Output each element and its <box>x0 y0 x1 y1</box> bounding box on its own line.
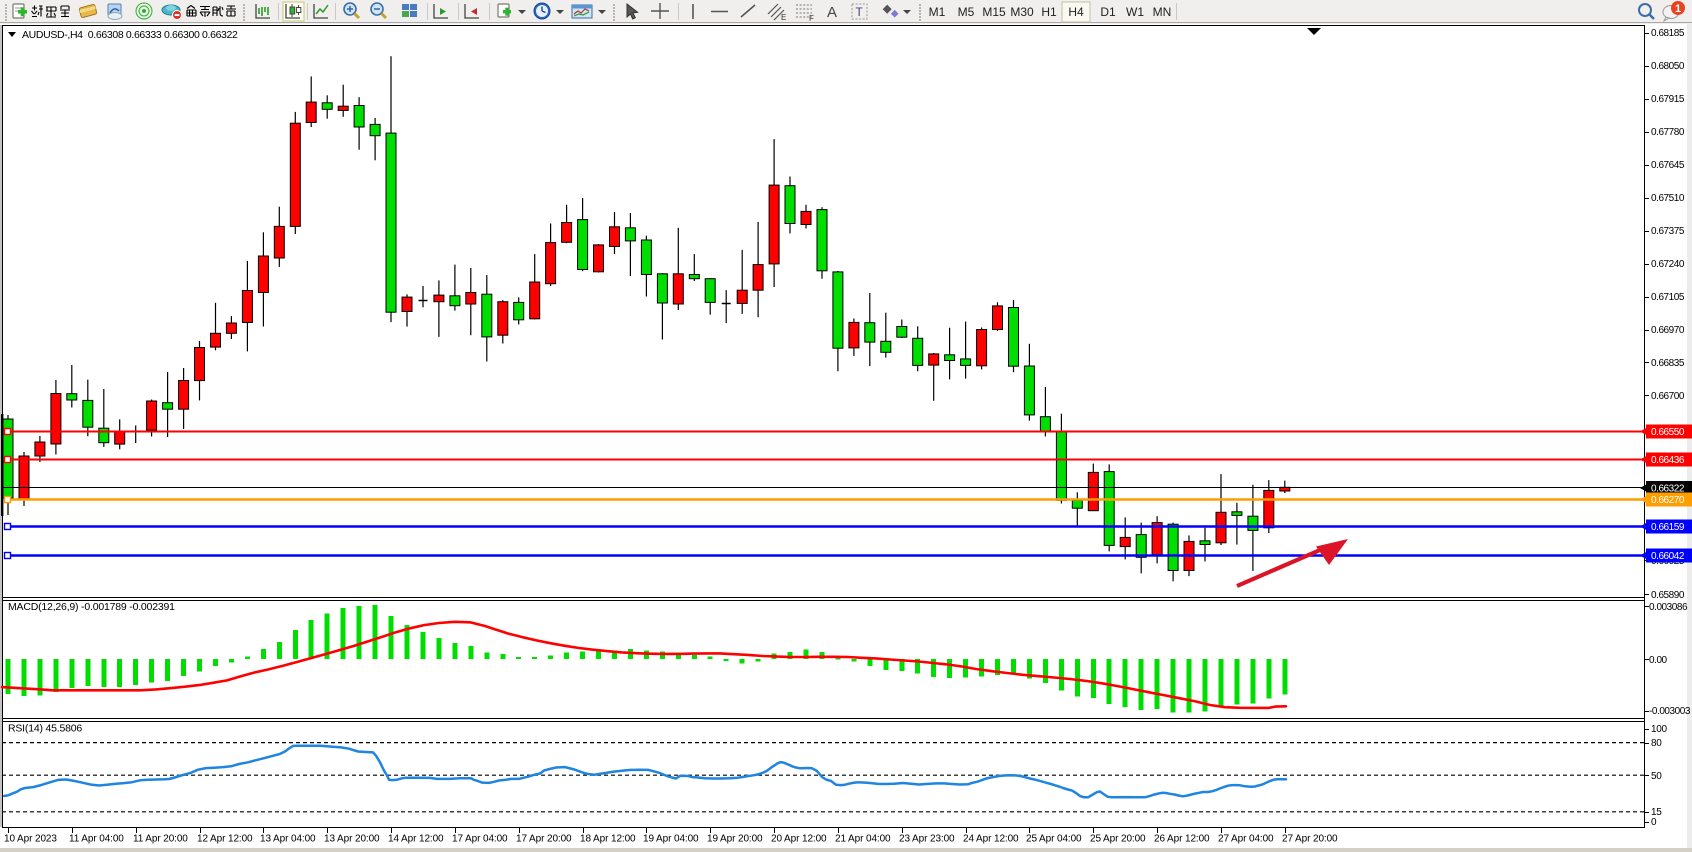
svg-text:0.67240: 0.67240 <box>1651 259 1685 270</box>
svg-text:21 Apr 04:00: 21 Apr 04:00 <box>835 834 891 845</box>
svg-text:0.66835: 0.66835 <box>1651 358 1685 369</box>
svg-text:T: T <box>856 5 864 19</box>
svg-text:D1: D1 <box>1100 5 1116 19</box>
svg-text:M5: M5 <box>958 5 975 19</box>
svg-text:19 Apr 04:00: 19 Apr 04:00 <box>643 834 699 845</box>
svg-text:13 Apr 20:00: 13 Apr 20:00 <box>324 834 380 845</box>
svg-text:80: 80 <box>1651 738 1662 749</box>
svg-text:26 Apr 12:00: 26 Apr 12:00 <box>1154 834 1210 845</box>
svg-text:25 Apr 20:00: 25 Apr 20:00 <box>1090 834 1146 845</box>
svg-text:0.66436: 0.66436 <box>1651 455 1685 466</box>
svg-text:11 Apr 20:00: 11 Apr 20:00 <box>133 834 188 845</box>
svg-text:100: 100 <box>1651 724 1668 735</box>
svg-text:A: A <box>827 4 837 21</box>
svg-text:0.65890: 0.65890 <box>1651 590 1685 601</box>
svg-text:24 Apr 12:00: 24 Apr 12:00 <box>963 834 1019 845</box>
svg-text:M30: M30 <box>1010 5 1034 19</box>
svg-text:0.68185: 0.68185 <box>1651 28 1685 39</box>
svg-text:15: 15 <box>1651 807 1662 818</box>
svg-text:0.67780: 0.67780 <box>1651 127 1685 138</box>
svg-text:0: 0 <box>1651 817 1657 828</box>
svg-text:MACD(12,26,9) -0.001789 -0.002: MACD(12,26,9) -0.001789 -0.002391 <box>8 601 175 613</box>
svg-text:0.67510: 0.67510 <box>1651 193 1685 204</box>
svg-text:E: E <box>781 13 786 22</box>
svg-text:13 Apr 04:00: 13 Apr 04:00 <box>260 834 316 845</box>
svg-text:M1: M1 <box>929 5 946 19</box>
svg-text:12 Apr 12:00: 12 Apr 12:00 <box>197 834 253 845</box>
svg-text:23 Apr 23:00: 23 Apr 23:00 <box>899 834 955 845</box>
svg-text:0.66159: 0.66159 <box>1651 522 1685 533</box>
svg-text:-0.003003: -0.003003 <box>1649 706 1691 717</box>
svg-text:0.66550: 0.66550 <box>1651 427 1685 438</box>
svg-text:H1: H1 <box>1041 5 1057 19</box>
svg-text:0.66270: 0.66270 <box>1651 495 1685 506</box>
svg-text:0.68050: 0.68050 <box>1651 61 1685 72</box>
svg-text:AUDUSD-,H4 0.66308 0.66333 0.: AUDUSD-,H4 0.66308 0.66333 0.66300 0.663… <box>22 29 238 41</box>
svg-text:17 Apr 04:00: 17 Apr 04:00 <box>452 834 508 845</box>
svg-text:0.66322: 0.66322 <box>1651 484 1685 495</box>
svg-text:0.00: 0.00 <box>1649 655 1668 666</box>
svg-text:H4: H4 <box>1068 5 1084 19</box>
svg-text:50: 50 <box>1651 771 1662 782</box>
svg-text:11 Apr 04:00: 11 Apr 04:00 <box>69 834 124 845</box>
svg-text:0.67375: 0.67375 <box>1651 226 1685 237</box>
svg-text:0.67105: 0.67105 <box>1651 292 1685 303</box>
svg-text:0.67915: 0.67915 <box>1651 94 1685 105</box>
svg-text:17 Apr 20:00: 17 Apr 20:00 <box>516 834 572 845</box>
svg-text:0.66700: 0.66700 <box>1651 391 1685 402</box>
svg-text:0.66042: 0.66042 <box>1651 551 1685 562</box>
svg-text:19 Apr 20:00: 19 Apr 20:00 <box>707 834 763 845</box>
svg-text:W1: W1 <box>1126 5 1144 19</box>
svg-text:0.66970: 0.66970 <box>1651 325 1685 336</box>
svg-text:14 Apr 12:00: 14 Apr 12:00 <box>388 834 444 845</box>
svg-text:10 Apr 2023: 10 Apr 2023 <box>4 834 57 845</box>
svg-text:0.003086: 0.003086 <box>1649 602 1688 613</box>
svg-text:0.67645: 0.67645 <box>1651 160 1685 171</box>
svg-text:18 Apr 12:00: 18 Apr 12:00 <box>580 834 636 845</box>
svg-text:20 Apr 12:00: 20 Apr 12:00 <box>771 834 827 845</box>
svg-text:1: 1 <box>1675 3 1681 15</box>
svg-text:25 Apr 04:00: 25 Apr 04:00 <box>1026 834 1082 845</box>
svg-text:M15: M15 <box>982 5 1006 19</box>
svg-text:F: F <box>809 14 814 23</box>
svg-text:RSI(14) 45.5806: RSI(14) 45.5806 <box>8 723 82 735</box>
svg-text:MN: MN <box>1153 5 1172 19</box>
svg-text:27 Apr 04:00: 27 Apr 04:00 <box>1218 834 1274 845</box>
svg-text:27 Apr 20:00: 27 Apr 20:00 <box>1282 834 1338 845</box>
